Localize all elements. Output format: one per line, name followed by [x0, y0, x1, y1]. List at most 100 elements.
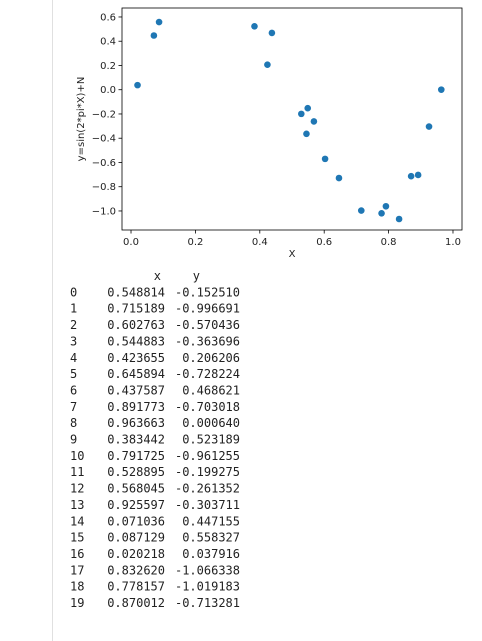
cell: -0.728224: [175, 367, 240, 381]
cell: 0.423655: [107, 351, 165, 365]
y-tick-label: 0.4: [100, 37, 116, 48]
cell: 0.568045: [107, 482, 165, 496]
cell: -0.303711: [175, 498, 240, 512]
row-index: 2: [70, 318, 77, 332]
row-index: 1: [70, 302, 77, 316]
scatter-point: [251, 22, 258, 30]
scatter-point: [264, 61, 271, 69]
y-tick-label: −1.0: [92, 206, 116, 217]
scatter-point: [155, 18, 163, 26]
cell: -0.570436: [175, 318, 240, 332]
cell: 0.832620: [107, 563, 165, 577]
cell: -0.703018: [175, 400, 240, 414]
column-header: y: [193, 269, 200, 283]
row-index: 9: [70, 433, 77, 447]
cell: -0.152510: [175, 285, 240, 299]
scatter-point: [414, 171, 422, 179]
row-index: 11: [70, 465, 84, 479]
row-index: 10: [70, 449, 84, 463]
cell: -0.996691: [175, 302, 240, 316]
y-tick-label: 0.2: [100, 61, 116, 72]
cell: 0.468621: [175, 383, 240, 397]
cell-gutter: [0, 0, 53, 641]
cell: 0.087129: [107, 531, 165, 545]
scatter-point: [425, 123, 433, 130]
x-tick-label: 0.0: [123, 237, 139, 248]
scatter-point: [357, 207, 365, 214]
x-axis-label: X: [289, 249, 296, 260]
y-tick-label: −0.4: [92, 134, 116, 145]
y-tick-label: −0.6: [92, 158, 116, 169]
cell: 0.791725: [107, 449, 165, 463]
cell: -1.066338: [175, 563, 240, 577]
row-index: 3: [70, 334, 77, 348]
row-index: 18: [70, 580, 84, 594]
y-tick-label: −0.2: [92, 109, 116, 120]
row-index: 16: [70, 547, 84, 561]
cell: 0.071036: [107, 514, 165, 528]
row-index: 7: [70, 400, 77, 414]
cell: 0.037916: [175, 547, 240, 561]
scatter-point: [382, 202, 390, 210]
cell: 0.548814: [107, 285, 165, 299]
x-tick-label: 1.0: [445, 237, 461, 248]
cell: 0.523189: [175, 433, 240, 447]
cell: 0.383442: [107, 433, 165, 447]
scatter-point: [268, 29, 276, 37]
cell: -0.199275: [175, 465, 240, 479]
row-index: 14: [70, 514, 84, 528]
row-index: 17: [70, 563, 84, 577]
row-index: 15: [70, 531, 84, 545]
cell: 0.000640: [175, 416, 240, 430]
scatter-point: [303, 130, 310, 138]
scatter-point: [310, 118, 318, 125]
scatter-point: [335, 174, 343, 182]
x-tick-label: 0.4: [252, 237, 268, 248]
row-index: 6: [70, 383, 77, 397]
cell: -0.713281: [175, 596, 240, 610]
scatter-point: [407, 172, 415, 180]
scatter-point: [298, 110, 305, 118]
cell: -0.261352: [175, 482, 240, 496]
scatter-point: [378, 209, 385, 217]
scatter-point: [304, 104, 312, 112]
row-index: 12: [70, 482, 84, 496]
cell: 0.437587: [107, 383, 165, 397]
scatter-point: [321, 155, 329, 163]
scatter-point: [134, 81, 141, 89]
x-tick-label: 0.2: [187, 237, 203, 248]
cell: 0.778157: [107, 580, 165, 594]
row-index: 4: [70, 351, 77, 365]
cell: 0.447155: [175, 514, 240, 528]
column-header: x: [154, 269, 161, 283]
cell: 0.020218: [107, 547, 165, 561]
x-tick-label: 0.6: [316, 237, 332, 248]
row-index: 0: [70, 285, 77, 299]
cell: 0.715189: [107, 302, 165, 316]
scatter-point: [437, 86, 445, 93]
cell: 0.645894: [107, 367, 165, 381]
row-index: 13: [70, 498, 84, 512]
row-index: 19: [70, 596, 84, 610]
row-index: 5: [70, 367, 77, 381]
cell: -1.019183: [175, 580, 240, 594]
cell: 0.963663: [107, 416, 165, 430]
cell: -0.961255: [175, 449, 240, 463]
scatter-point: [395, 215, 403, 223]
cell: 0.870012: [107, 596, 165, 610]
cell: -0.363696: [175, 334, 240, 348]
axes-frame: [121, 7, 463, 231]
y-tick-label: 0.6: [100, 12, 116, 23]
cell: 0.206206: [175, 351, 240, 365]
y-axis-label: y=sin(2*pi*X)+N: [76, 77, 87, 162]
x-tick-label: 0.8: [381, 237, 397, 248]
y-tick-label: 0.0: [100, 85, 116, 96]
cell: 0.602763: [107, 318, 165, 332]
scatter-point: [150, 32, 158, 39]
cell: 0.925597: [107, 498, 165, 512]
cell: 0.891773: [107, 400, 165, 414]
cell: 0.528895: [107, 465, 165, 479]
cell: 0.544883: [107, 334, 165, 348]
